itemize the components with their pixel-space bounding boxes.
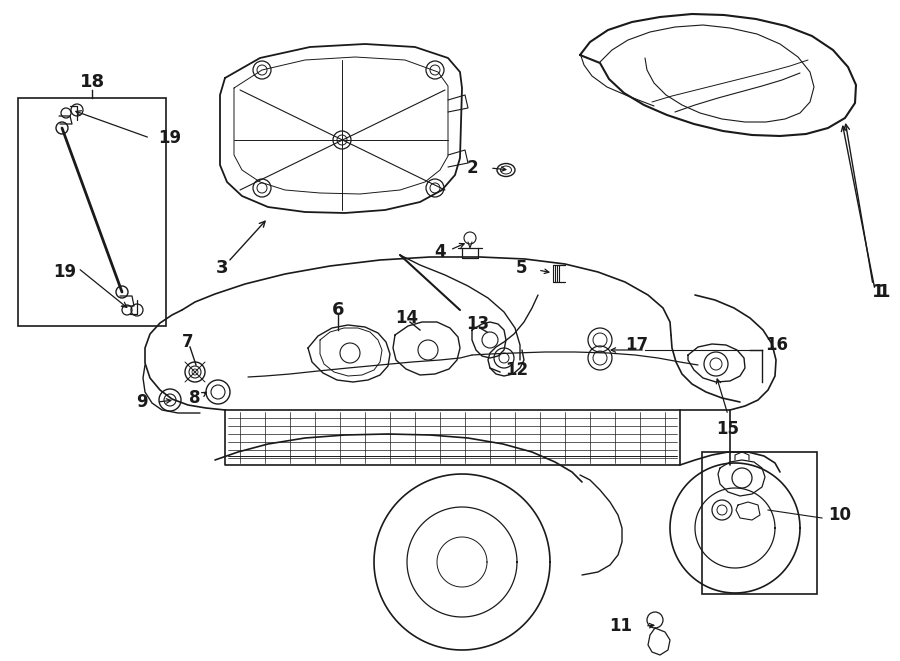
Text: 17: 17 — [625, 336, 648, 354]
Text: 19: 19 — [158, 129, 181, 147]
Text: 19: 19 — [53, 263, 76, 281]
Text: 8: 8 — [189, 389, 201, 407]
Text: 3: 3 — [216, 259, 229, 277]
Text: 1: 1 — [878, 283, 890, 301]
Text: 4: 4 — [434, 243, 446, 261]
Text: 16: 16 — [765, 336, 788, 354]
Bar — [702, 452, 817, 594]
Bar — [18, 98, 166, 326]
Text: 12: 12 — [505, 361, 528, 379]
Text: 11: 11 — [609, 617, 632, 635]
Text: 10: 10 — [828, 506, 851, 524]
Text: 9: 9 — [137, 393, 148, 411]
Text: 15: 15 — [716, 420, 740, 438]
Text: 7: 7 — [182, 333, 194, 351]
Text: 2: 2 — [466, 159, 478, 177]
Text: 5: 5 — [516, 259, 527, 277]
Text: 13: 13 — [466, 315, 490, 333]
Text: 6: 6 — [332, 301, 344, 319]
Text: 14: 14 — [395, 309, 419, 327]
Text: 1: 1 — [872, 283, 884, 301]
Text: 18: 18 — [79, 73, 104, 91]
